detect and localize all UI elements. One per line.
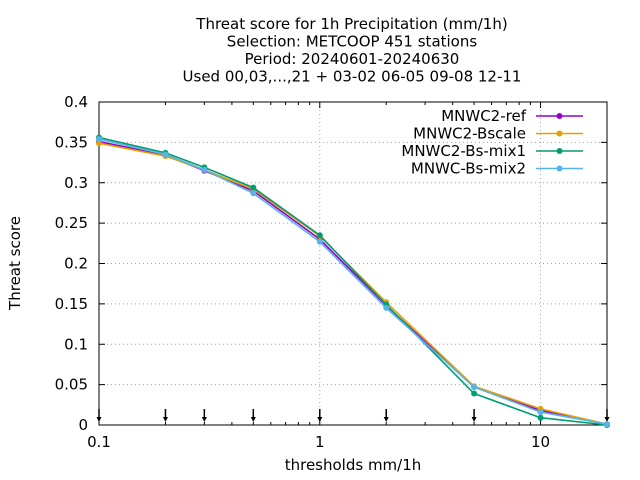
- series-line: [98, 136, 608, 426]
- y-tick-label: 0.4: [64, 93, 88, 111]
- series-point: [316, 238, 323, 245]
- legend-marker: [556, 113, 563, 119]
- y-tick-label: 0.3: [64, 174, 88, 192]
- series-point: [250, 184, 257, 191]
- title-line: Used 00,03,...,21 + 03-02 06-05 09-08 12…: [183, 68, 522, 86]
- series-point: [201, 166, 208, 173]
- threshold-marker-head: [317, 417, 323, 422]
- x-tick-label: 0.1: [87, 433, 111, 451]
- series-line: [98, 138, 608, 425]
- series-point: [96, 136, 102, 143]
- series-point: [383, 304, 390, 311]
- x-axis: 0.1 1 10: [87, 102, 608, 451]
- chart-title: Threat score for 1h Precipitation (mm/1h…: [183, 15, 522, 86]
- legend-label: MNWC2-ref: [441, 107, 526, 125]
- threshold-marker-head: [201, 417, 207, 422]
- x-tick-label: 10: [531, 433, 550, 451]
- y-tick-label: 0.15: [55, 295, 88, 313]
- threshold-marker-head: [250, 417, 256, 422]
- y-tick-label: 0.1: [64, 335, 88, 353]
- threshold-marker-head: [162, 417, 168, 422]
- threshold-marker-head: [96, 417, 102, 422]
- legend-marker: [556, 165, 563, 172]
- legend: MNWC2-refMNWC2-BscaleMNWC2-Bs-mix1MNWC-B…: [401, 107, 583, 178]
- legend-marker: [556, 148, 563, 154]
- title-line: Threat score for 1h Precipitation (mm/1h…: [195, 15, 507, 33]
- threshold-marker-head: [383, 417, 389, 422]
- threshold-marker-head: [604, 417, 610, 422]
- grid: [99, 102, 607, 425]
- y-tick-label: 0.25: [55, 214, 88, 232]
- series-line: [98, 140, 608, 425]
- series-point: [316, 232, 323, 239]
- y-tick-label: 0.05: [55, 376, 88, 394]
- y-axis: 0 0.05 0.1 0.15 0.2 0.25 0.3 0.35 0.4: [55, 93, 607, 434]
- y-axis-label: Threat score: [6, 216, 24, 311]
- legend-label: MNWC-Bs-mix2: [411, 160, 526, 178]
- legend-label: MNWC2-Bscale: [413, 125, 526, 143]
- legend-label: MNWC2-Bs-mix1: [401, 142, 526, 160]
- y-tick-label: 0: [78, 416, 88, 434]
- series-point: [537, 414, 544, 421]
- threshold-marker-head: [471, 417, 477, 422]
- x-axis-label: thresholds mm/1h: [285, 456, 422, 474]
- series: [96, 134, 610, 428]
- series-point: [250, 190, 257, 197]
- title-line: Period: 20240601-20240630: [245, 50, 460, 68]
- series-line: [98, 142, 608, 425]
- series-point: [471, 390, 478, 397]
- series-point: [537, 409, 544, 416]
- x-tick-label: 1: [315, 433, 325, 451]
- y-tick-label: 0.2: [64, 255, 88, 273]
- series-point: [471, 384, 478, 391]
- series-point: [604, 421, 610, 428]
- title-line: Selection: METCOOP 451 stations: [227, 33, 478, 51]
- y-tick-label: 0.35: [55, 133, 88, 151]
- legend-marker: [556, 130, 563, 137]
- series-point: [162, 151, 169, 158]
